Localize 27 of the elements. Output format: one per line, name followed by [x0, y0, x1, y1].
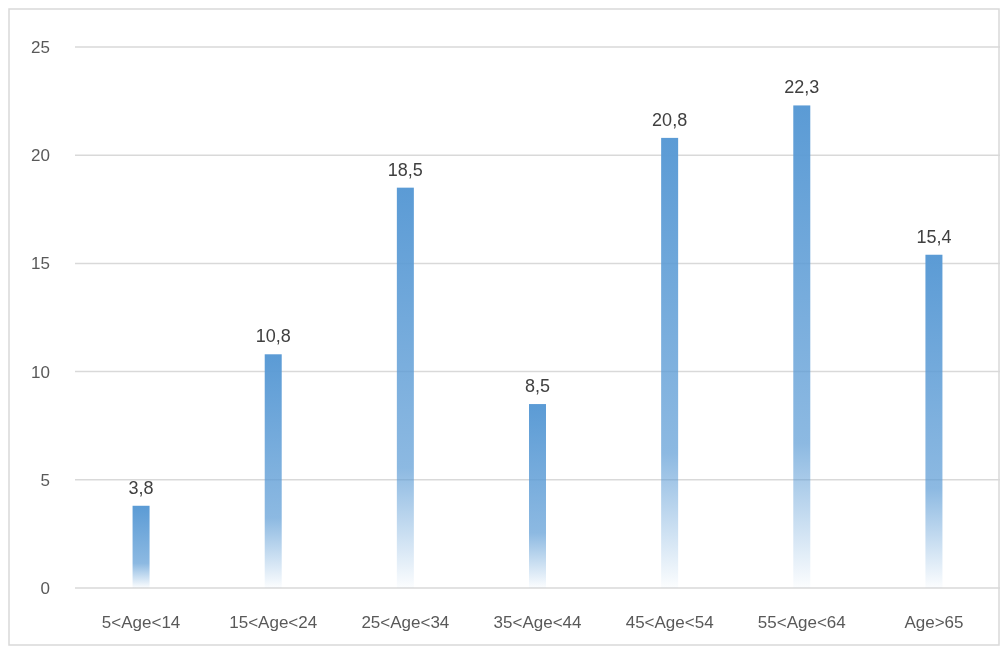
x-tick-label: 25<Age<34 — [361, 613, 450, 633]
x-tick-label: 15<Age<24 — [229, 613, 318, 633]
bar — [793, 105, 811, 588]
data-label: 15,4 — [916, 226, 952, 247]
bar — [132, 505, 150, 588]
data-label: 3,8 — [128, 477, 154, 498]
y-tick-label: 10 — [31, 362, 50, 382]
x-tick-label: 35<Age<44 — [493, 613, 582, 633]
bar — [925, 254, 943, 588]
bar — [396, 187, 414, 588]
y-tick-label: 5 — [40, 470, 50, 490]
x-tick-label: 5<Age<14 — [101, 613, 181, 633]
data-label: 10,8 — [255, 326, 291, 347]
data-label: 18,5 — [387, 159, 423, 180]
y-tick-label: 15 — [31, 254, 50, 274]
data-label: 20,8 — [652, 109, 688, 130]
x-tick-label: 45<Age<54 — [625, 613, 714, 633]
bar — [264, 354, 282, 588]
x-tick-label: 55<Age<64 — [757, 613, 846, 633]
y-tick-label: 20 — [31, 146, 50, 166]
y-tick-label: 0 — [40, 578, 50, 598]
bar — [661, 137, 679, 588]
y-tick-label: 25 — [31, 37, 50, 57]
bar — [529, 404, 546, 588]
data-label: 8,5 — [524, 376, 551, 397]
x-tick-label: Age>65 — [904, 613, 964, 633]
data-label: 22,3 — [784, 77, 820, 98]
